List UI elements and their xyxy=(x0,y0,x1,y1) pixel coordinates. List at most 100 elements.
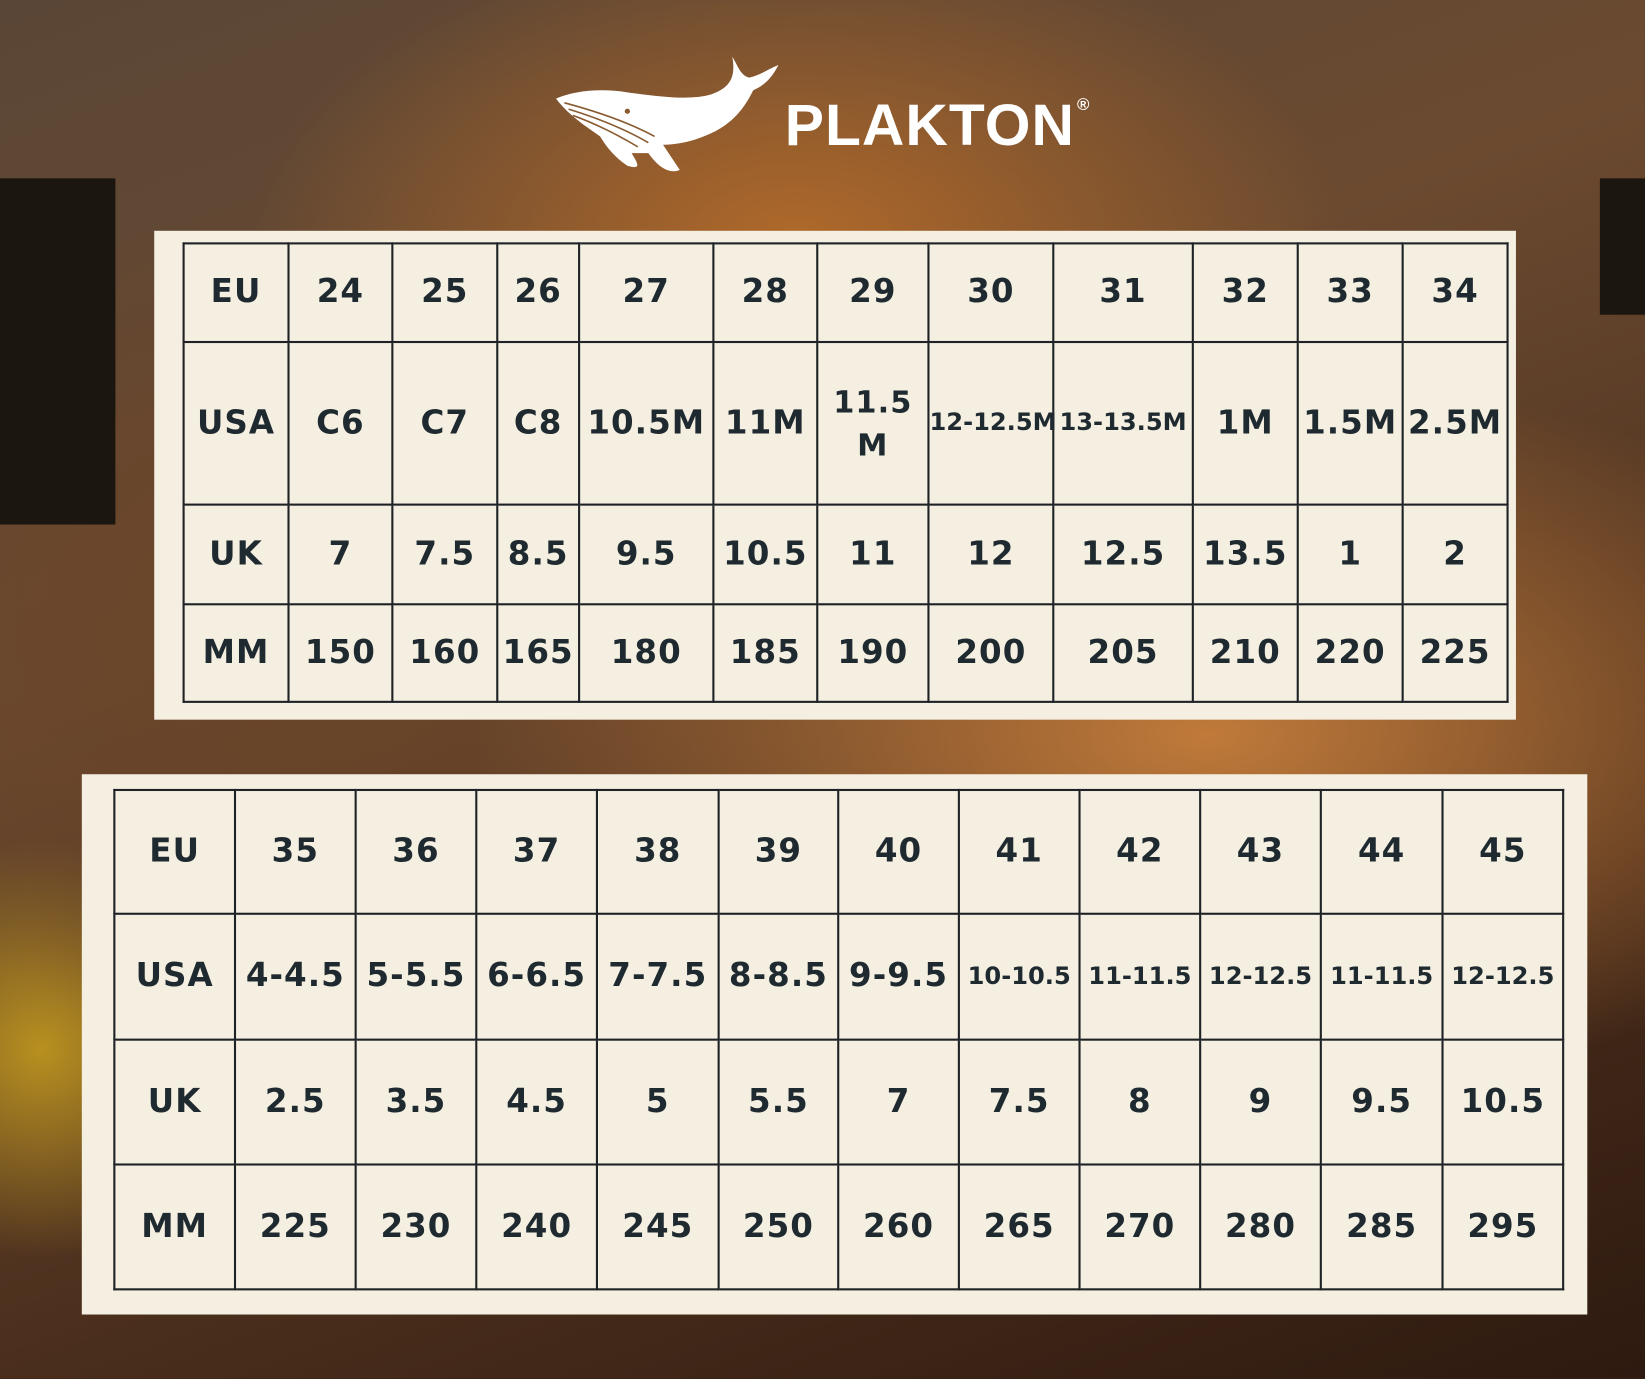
size-cell: 13.5 xyxy=(1191,503,1299,606)
row-label: MM xyxy=(182,603,290,703)
size-cell: 43 xyxy=(1199,788,1322,915)
row-label: EU xyxy=(182,242,290,344)
size-cell: 25 xyxy=(391,242,499,344)
size-cell: 7-7.5 xyxy=(595,912,720,1041)
size-cell: 12-12.5 xyxy=(1441,912,1565,1041)
brand-name: PLAKTON xyxy=(784,91,1075,158)
size-cell: 11.5 M xyxy=(816,340,930,506)
table-row-mm: MM 225 230 240 245 250 260 265 270 280 285 295 xyxy=(113,1163,1565,1291)
size-cell: 5-5.5 xyxy=(354,912,478,1041)
size-cell: 220 xyxy=(1296,603,1404,703)
size-cell: 240 xyxy=(475,1163,598,1291)
size-cell: 2.5M xyxy=(1401,340,1509,506)
size-cell: 210 xyxy=(1191,603,1299,703)
size-cell: 29 xyxy=(816,242,930,344)
size-cell: 5.5 xyxy=(717,1038,840,1166)
size-cell: 2 xyxy=(1401,503,1509,606)
size-cell: 12.5 xyxy=(1052,503,1194,606)
size-cell: 24 xyxy=(287,242,394,344)
table-row-eu: EU 24 25 26 27 28 29 30 31 32 33 34 xyxy=(182,242,1509,344)
size-cell: 165 xyxy=(496,603,581,703)
size-cell: 2.5 xyxy=(233,1038,357,1166)
size-cell: 11 xyxy=(816,503,930,606)
size-cell: 185 xyxy=(712,603,819,703)
size-cell: 9 xyxy=(1199,1038,1322,1166)
size-cell: 7.5 xyxy=(391,503,499,606)
size-table-kids: EU 24 25 26 27 28 29 30 31 32 33 34 USA C6 C7 C8 10.5M 11… xyxy=(182,242,1509,703)
size-cell: 4-4.5 xyxy=(233,912,357,1041)
size-cell: 12-12.5 xyxy=(1199,912,1322,1041)
size-cell: 1.5M xyxy=(1296,340,1404,506)
size-cell: 11-11.5 xyxy=(1078,912,1202,1041)
size-cell: 9.5 xyxy=(1319,1038,1444,1166)
size-cell: 9.5 xyxy=(578,503,715,606)
size-cell: 270 xyxy=(1078,1163,1202,1291)
size-cell: 285 xyxy=(1319,1163,1444,1291)
size-cell: 40 xyxy=(837,788,960,915)
background-shape xyxy=(0,178,116,525)
size-cell: 11-11.5 xyxy=(1319,912,1444,1041)
size-cell: 27 xyxy=(578,242,715,344)
table-row-usa: USA 4-4.5 5-5.5 6-6.5 7-7.5 8-8.5 9-9.5 10-10.5… xyxy=(113,912,1565,1041)
size-cell: 160 xyxy=(391,603,499,703)
size-cell: 36 xyxy=(354,788,478,915)
size-cell: 200 xyxy=(927,603,1055,703)
table-row-eu: EU 35 36 37 38 39 40 41 42 43 44 45 xyxy=(113,788,1565,915)
size-cell: 1M xyxy=(1191,340,1299,506)
size-cell: 190 xyxy=(816,603,930,703)
size-cell: 10.5M xyxy=(578,340,715,506)
size-cell: 250 xyxy=(717,1163,840,1291)
size-cell: 41 xyxy=(957,788,1081,915)
size-cell: 280 xyxy=(1199,1163,1322,1291)
brand-logo-text: PLAKTON ® xyxy=(785,90,1091,158)
size-cell: 34 xyxy=(1401,242,1509,344)
size-cell: 295 xyxy=(1441,1163,1565,1291)
size-cell: 44 xyxy=(1319,788,1444,915)
size-cell: 8-8.5 xyxy=(717,912,840,1041)
size-cell: 10-10.5 xyxy=(957,912,1081,1041)
table-row-mm: MM 150 160 165 180 185 190 200 205 210 220 225 xyxy=(182,603,1509,703)
size-cell: 245 xyxy=(595,1163,720,1291)
size-cell: 225 xyxy=(233,1163,357,1291)
size-cell: 7 xyxy=(837,1038,960,1166)
size-cell: C6 xyxy=(287,340,394,506)
size-cell: 7.5 xyxy=(957,1038,1081,1166)
size-cell: 225 xyxy=(1401,603,1509,703)
size-cell: 30 xyxy=(927,242,1055,344)
size-cell: 45 xyxy=(1441,788,1565,915)
background-shape xyxy=(1599,178,1645,315)
size-cell: 180 xyxy=(578,603,715,703)
size-cell: 10.5 xyxy=(712,503,819,606)
size-cell: 8 xyxy=(1078,1038,1202,1166)
size-cell: 1 xyxy=(1296,503,1404,606)
size-table-adult: EU 35 36 37 38 39 40 41 42 43 44 45 USA 4-4.5 5-5.5 6-6… xyxy=(113,788,1565,1291)
table-row-uk: UK 2.5 3.5 4.5 5 5.5 7 7.5 8 9 9.5 10.5 xyxy=(113,1038,1565,1166)
size-cell: 28 xyxy=(712,242,819,344)
row-label: UK xyxy=(182,503,290,606)
size-cell: 230 xyxy=(354,1163,478,1291)
row-label: MM xyxy=(113,1163,237,1291)
size-cell: 37 xyxy=(475,788,598,915)
size-cell: 5 xyxy=(595,1038,720,1166)
size-cell: C8 xyxy=(496,340,581,506)
table-row-usa: USA C6 C7 C8 10.5M 11M 11.5 M 12-12.5M 13-13.5M 1M… xyxy=(182,340,1509,506)
size-cell: 9-9.5 xyxy=(837,912,960,1041)
size-cell: 26 xyxy=(496,242,581,344)
row-label: USA xyxy=(113,912,237,1041)
trademark: ® xyxy=(1077,96,1091,115)
size-cell: 38 xyxy=(595,788,720,915)
size-cell: 8.5 xyxy=(496,503,581,606)
size-cell: 260 xyxy=(837,1163,960,1291)
size-cell: 31 xyxy=(1052,242,1194,344)
size-cell: 32 xyxy=(1191,242,1299,344)
size-cell: 10.5 xyxy=(1441,1038,1565,1166)
size-cell: 265 xyxy=(957,1163,1081,1291)
size-cell: 12-12.5M xyxy=(927,340,1057,506)
size-cell: 4.5 xyxy=(475,1038,598,1166)
size-cell: 7 xyxy=(287,503,394,606)
whale-icon xyxy=(556,56,779,172)
size-cell: 6-6.5 xyxy=(475,912,598,1041)
size-cell: 12 xyxy=(927,503,1055,606)
table-row-uk: UK 7 7.5 8.5 9.5 10.5 11 12 12.5 13.5 1 2 xyxy=(182,503,1509,606)
